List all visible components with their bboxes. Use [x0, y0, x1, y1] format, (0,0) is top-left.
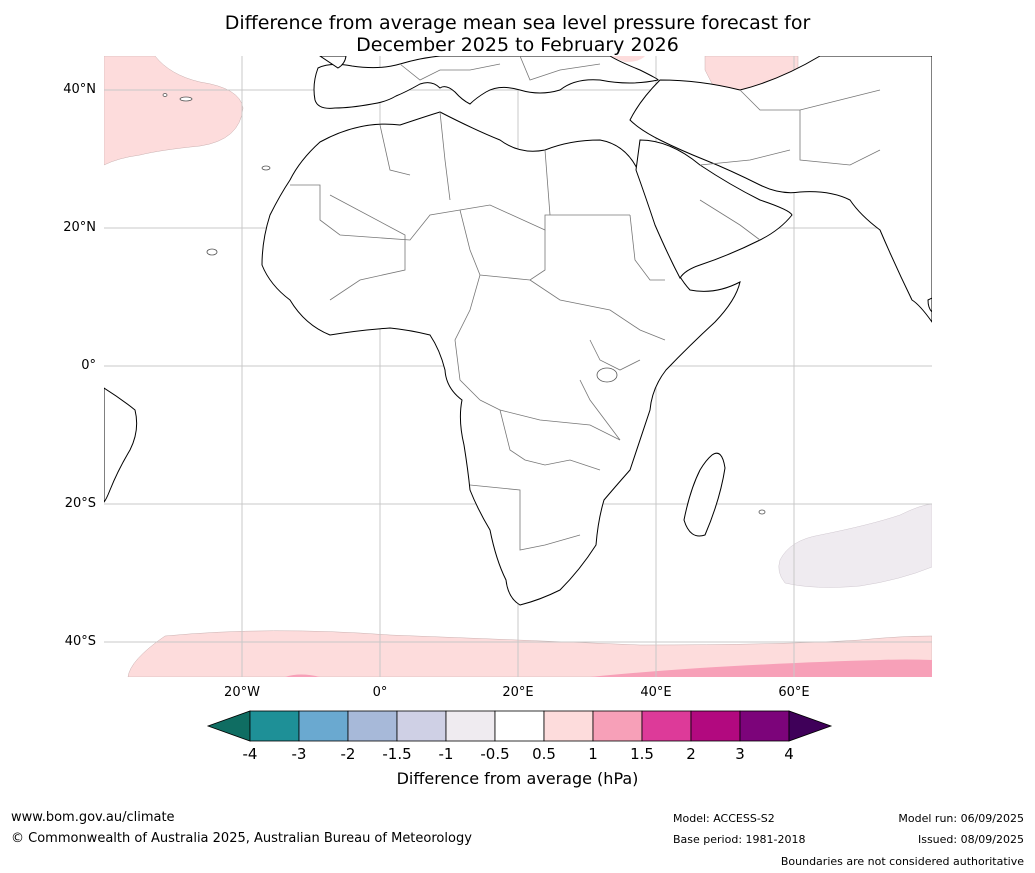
north-atlantic-positive-area — [104, 56, 244, 166]
strong-positive-sliver — [285, 674, 320, 677]
colorbar-tick-label: -1 — [438, 745, 454, 763]
footer-model: Model: ACCESS-S2 — [673, 812, 775, 825]
colorbar-tick-label: 3 — [735, 745, 745, 763]
lon-label-20w: 20°W — [224, 685, 260, 700]
colorbar-tick-label: 2 — [686, 745, 696, 763]
britain-landmass — [319, 56, 347, 69]
footer-issued: Issued: 08/09/2025 — [917, 833, 1024, 846]
colorbar-tick-label: 1.5 — [630, 745, 654, 763]
colorbar-tick-label: 1 — [588, 745, 598, 763]
lat-label-20s: 20°S — [64, 496, 96, 511]
lon-label-60e: 60°E — [778, 685, 810, 700]
lon-label-40e: 40°E — [640, 685, 672, 700]
map-title-line1: Difference from average mean sea level p… — [224, 12, 811, 34]
footer-copyright: © Commonwealth of Australia 2025, Austra… — [11, 831, 472, 846]
southern-ocean-strong-positive-area — [590, 659, 932, 677]
footer-url[interactable]: www.bom.gov.au/climate — [11, 810, 175, 825]
africa-landmass — [261, 111, 741, 606]
lon-label-20e: 20°E — [502, 685, 534, 700]
lon-label-0: 0° — [372, 685, 388, 700]
southern-indian-ocean-negative-area — [778, 503, 932, 588]
europe-landmass — [313, 56, 659, 109]
coastlines — [104, 56, 932, 606]
footer-disclaimer: Boundaries are not considered authoritat… — [780, 855, 1024, 868]
asia-landmass — [629, 56, 932, 323]
madagascar-landmass — [683, 452, 726, 537]
map-title-line2: December 2025 to February 2026 — [356, 34, 679, 56]
small-positive-area — [610, 56, 645, 62]
lat-label-40s: 40°S — [64, 634, 96, 649]
footer-base-period: Base period: 1981-2018 — [673, 833, 806, 846]
islands — [162, 93, 766, 515]
colorbar-tick-label: -0.5 — [480, 745, 510, 763]
south-america-edge — [104, 387, 138, 503]
colorbar-tick-label: 0.5 — [532, 745, 556, 763]
colorbar-tick-label: -1.5 — [382, 745, 412, 763]
colorbar-tick-label: -3 — [291, 745, 307, 763]
lat-label-20n: 20°N — [63, 220, 96, 235]
country-borders — [290, 56, 881, 551]
colorbar-tick-label: -4 — [242, 745, 258, 763]
sri-lanka-landmass — [927, 297, 932, 313]
colorbar-tick-label: -2 — [340, 745, 356, 763]
lat-label-40n: 40°N — [63, 82, 96, 97]
lat-label-0: 0° — [81, 358, 96, 373]
colorbar-tick-label: 4 — [784, 745, 794, 763]
footer-model-run: Model run: 06/09/2025 — [898, 812, 1024, 825]
colorbar-title: Difference from average (hPa) — [396, 769, 639, 788]
